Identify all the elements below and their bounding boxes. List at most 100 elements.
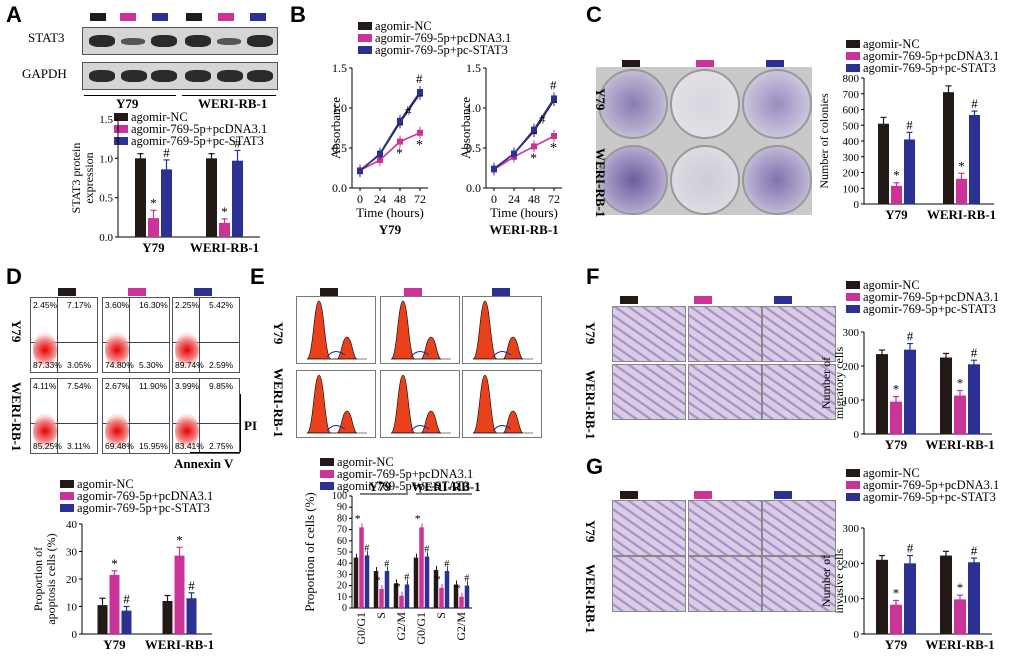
quadrant-percent: 7.54% — [67, 381, 92, 391]
blot-label-gapdh: GAPDH — [22, 66, 67, 81]
transwell-micrograph — [688, 306, 762, 362]
quadrant-percent: 74.80% — [105, 360, 134, 370]
y-tick-label: 100 — [843, 594, 860, 606]
bar — [969, 115, 980, 204]
bar — [876, 354, 888, 434]
panel-label-e: E — [250, 264, 265, 289]
significance-mark: # — [123, 592, 130, 607]
quadrant-percent: 4.11% — [33, 381, 57, 391]
significance-mark: * — [957, 580, 964, 595]
flow-plot: 2.45% 7.17% 87.33% 3.05% — [30, 297, 98, 373]
y-tick-label: 0 — [854, 629, 860, 641]
y-tick-label: 20 — [337, 581, 347, 592]
significance-mark: * — [957, 375, 964, 390]
significance-mark: # — [907, 329, 914, 344]
quadrant-percent: 2.59% — [209, 360, 234, 370]
y-tick-label: 100 — [332, 491, 347, 502]
significance-mark: # — [971, 543, 978, 558]
significance-mark: * — [355, 511, 361, 525]
transwell-micrograph — [688, 556, 762, 612]
quadrant-percent: 11.90% — [139, 381, 168, 391]
key-pcdna-2 — [218, 13, 234, 21]
significance-mark: # — [404, 572, 409, 583]
cell-cycle-histogram — [380, 296, 460, 364]
bar — [413, 557, 419, 608]
y-tick-label: 1.5 — [332, 61, 347, 75]
cell-cycle-histogram — [462, 370, 542, 438]
series-line — [493, 97, 555, 170]
y-tick-label: 400 — [843, 136, 860, 148]
chart-g: 0 100 200 300 Number of invasive cells * # Y79 * #… — [819, 523, 995, 652]
x-tick-label: 72 — [414, 192, 426, 206]
category-label: WERI-RB-1 — [925, 637, 994, 652]
bar — [943, 92, 954, 204]
significance-mark: * — [395, 580, 401, 594]
quadrant-percent: 69.48% — [105, 441, 134, 451]
significance-mark: # — [444, 559, 449, 570]
significance-mark: # — [416, 71, 423, 86]
transwell-micrograph — [688, 364, 762, 420]
chart-f: 0 100 200 300 Number of migratory cells * # Y79 *… — [819, 327, 995, 452]
category-label: G0/G1 — [354, 612, 368, 645]
bar — [904, 139, 915, 204]
significance-mark: # — [163, 145, 170, 160]
legend-c: agomir-NC agomir-769-5p+pcDNA3.1 agomir-… — [846, 38, 999, 74]
y-tick-label: 1.0 — [466, 101, 481, 115]
significance-mark: * — [455, 581, 461, 595]
bar — [161, 169, 172, 237]
significance-mark: # — [405, 103, 412, 118]
chart-a: 0.0 0.5 1.0 1.5 STAT3 protein expression * # Y79… — [69, 114, 260, 255]
y-tick-label: 300 — [843, 152, 860, 164]
quadrant-percent: 83.41% — [175, 441, 204, 451]
transwell-micrograph — [762, 306, 836, 362]
y-tick-label: 30 — [337, 569, 347, 580]
transwell-micrograph — [612, 306, 686, 362]
significance-mark: * — [150, 195, 157, 210]
significance-mark: * — [893, 168, 900, 183]
category-label: Y79 — [885, 637, 908, 652]
bar — [891, 185, 902, 204]
transwell-micrograph — [612, 500, 686, 556]
key-nc — [90, 13, 106, 21]
bar — [162, 601, 173, 634]
y-axis-label: migratory cells — [832, 347, 846, 420]
bar — [379, 588, 384, 608]
quadrant-percent: 9.85% — [209, 381, 234, 391]
significance-mark: # — [384, 559, 389, 570]
significance-mark: # — [971, 96, 978, 111]
x-tick-label: 24 — [508, 192, 520, 206]
quadrant-percent: 2.45% — [33, 300, 58, 310]
category-label: WERI-RB-1 — [145, 637, 214, 652]
y-tick-label: 0.0 — [466, 181, 481, 195]
y-tick-label: 90 — [337, 502, 347, 513]
key-pcdna — [120, 13, 136, 21]
y-tick-label: 0 — [854, 429, 860, 441]
bar — [232, 160, 243, 237]
y-tick-label: 70 — [337, 525, 347, 536]
bar — [135, 158, 146, 237]
y-tick-label: 1.5 — [466, 61, 481, 75]
y-tick-label: 30 — [66, 547, 78, 559]
y-axis-label: invasive cells — [832, 548, 846, 613]
bar — [940, 357, 952, 434]
y-tick-label: 40 — [337, 558, 347, 569]
quadrant-percent: 15.95% — [139, 441, 168, 451]
y-axis-label: Number of colonies — [817, 93, 831, 189]
bar — [424, 556, 430, 608]
legend-b: agomir-NC agomir-769-5p+pcDNA3.1 agomir-… — [358, 20, 511, 56]
quadrant-percent: 3.60% — [105, 300, 130, 310]
legend-e: agomir-NC agomir-769-5p+pcDNA3.1 agomir-… — [320, 456, 473, 492]
y-tick-label: 1.0 — [332, 101, 347, 115]
panel-label-d: D — [6, 264, 22, 289]
group-label: WERI-RB-1 — [411, 480, 480, 494]
y-tick-label: 300 — [843, 327, 860, 339]
y-tick-label: 0.5 — [332, 141, 347, 155]
blot-label-stat3: STAT3 — [28, 30, 65, 45]
panel-label-a: A — [6, 2, 22, 27]
quadrant-percent: 2.67% — [105, 381, 130, 391]
cycle-row-weri: WERI-RB-1 — [271, 368, 286, 438]
bar — [444, 571, 450, 608]
significance-mark: * — [893, 382, 900, 397]
bar — [148, 218, 159, 237]
transwell-micrograph — [762, 500, 836, 556]
